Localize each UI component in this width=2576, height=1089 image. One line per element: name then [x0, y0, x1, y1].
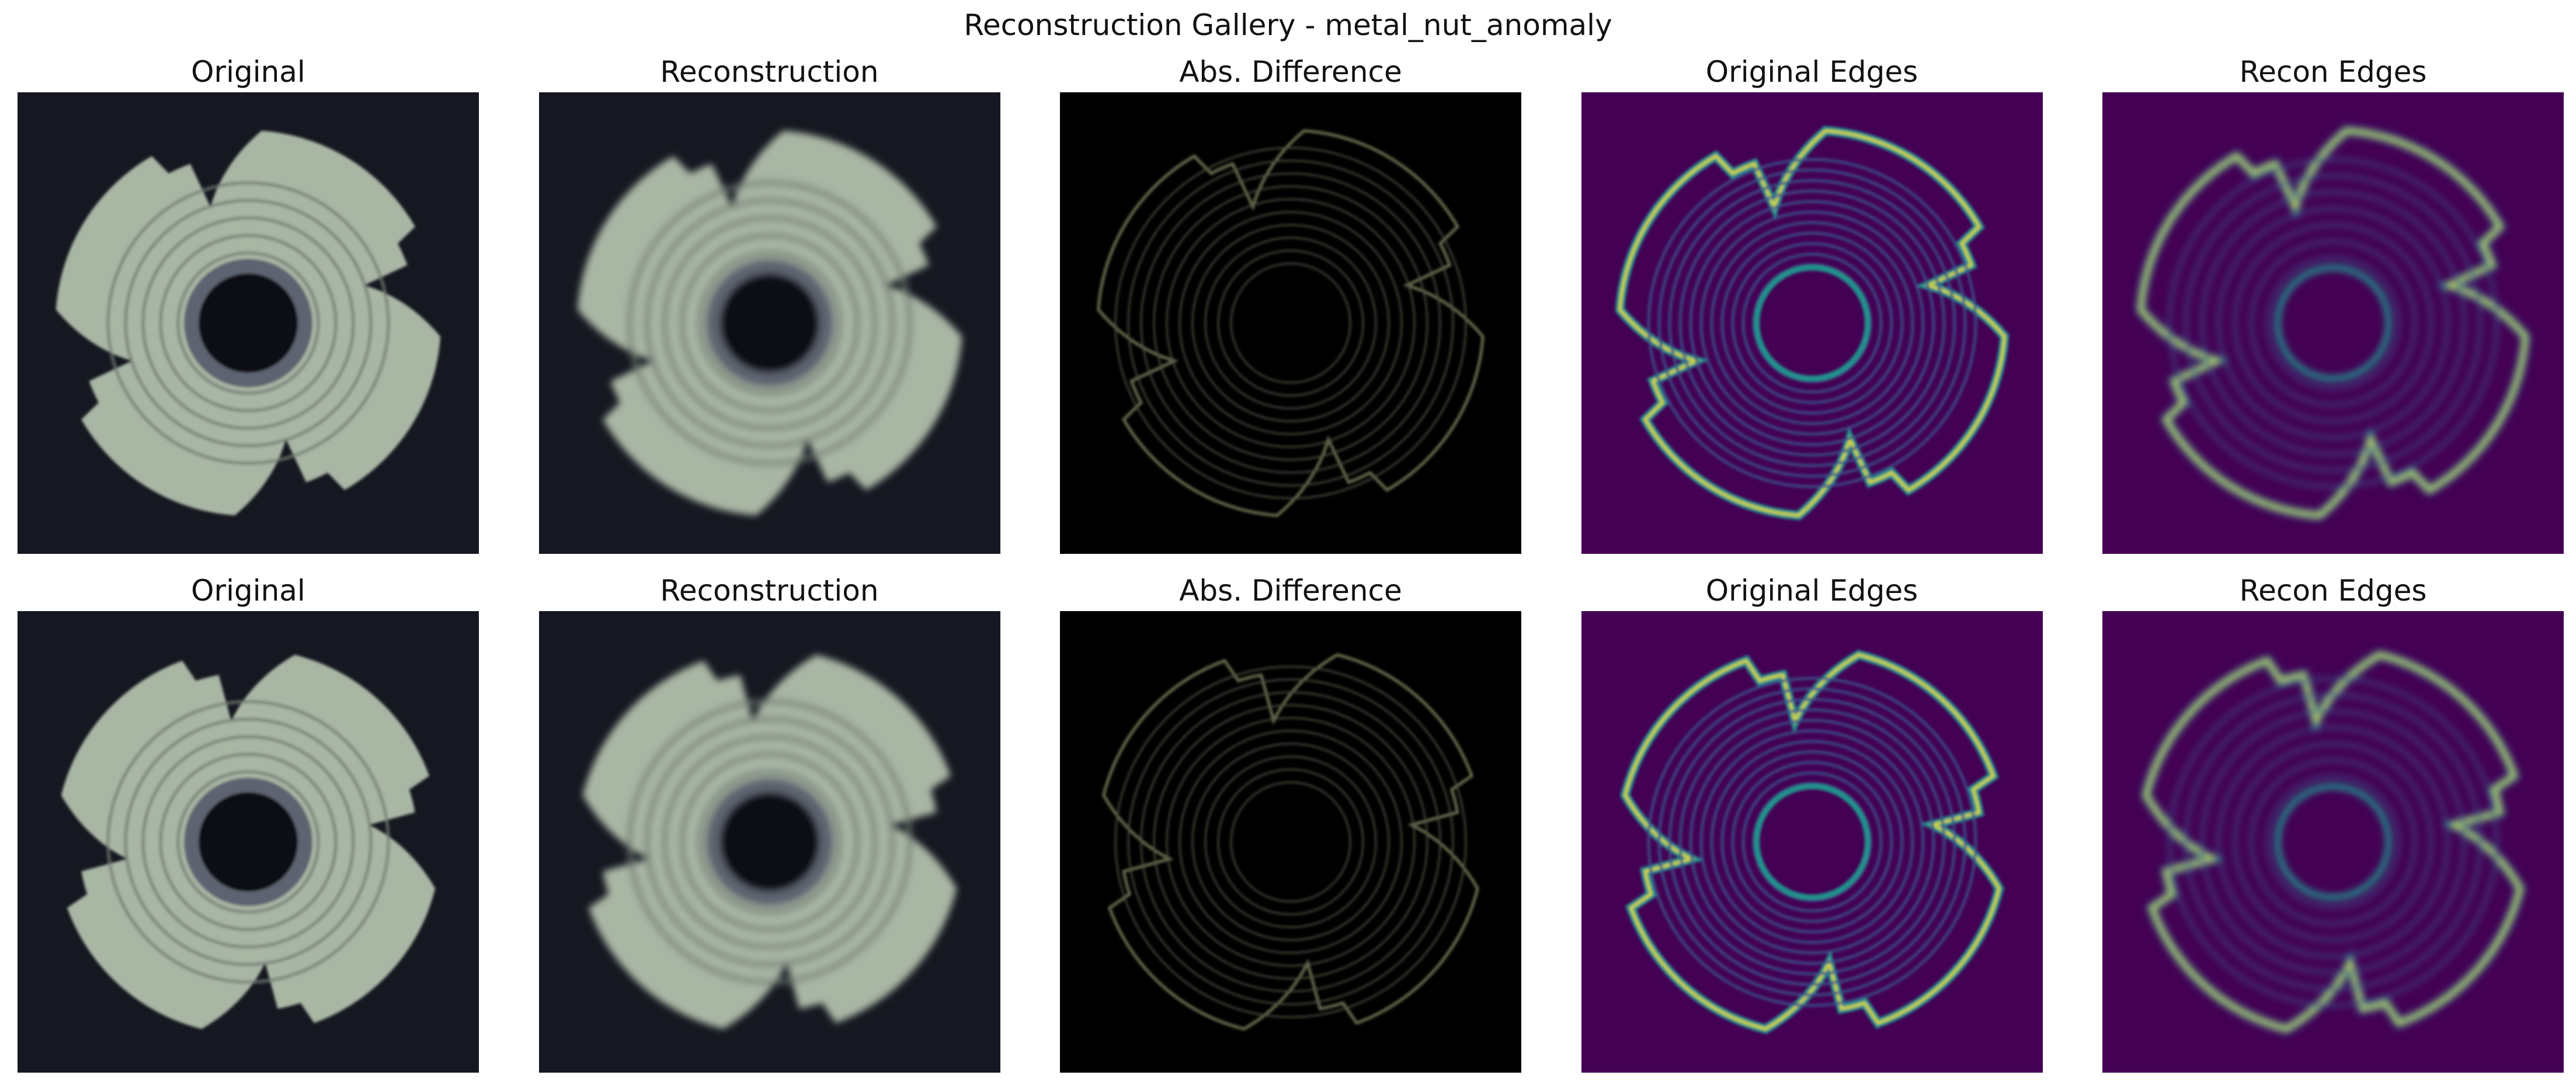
image-original-edges	[1581, 611, 2043, 1073]
image-recon-edges	[2102, 92, 2564, 554]
cell-recon-edges: Recon Edges	[2102, 570, 2564, 1073]
cell-reconstruction: Reconstruction	[538, 570, 1000, 1073]
figure-title: Reconstruction Gallery - metal_nut_anoma…	[964, 8, 1612, 42]
panel-title: Abs. Difference	[1179, 574, 1402, 608]
panel-title: Original Edges	[1705, 574, 1918, 608]
panel-title: Recon Edges	[2239, 574, 2427, 608]
cell-original-edges: Original Edges	[1581, 570, 2043, 1073]
image-reconstruction	[538, 611, 1000, 1073]
cell-original: Original	[18, 570, 479, 1073]
panel-title: Abs. Difference	[1179, 55, 1402, 89]
cell-original-edges: Original Edges	[1581, 51, 2043, 554]
image-original-edges	[1581, 92, 2043, 554]
cell-difference: Abs. Difference	[1060, 570, 1521, 1073]
image-reconstruction	[538, 92, 1000, 554]
image-abs-difference	[1060, 92, 1521, 554]
panel-title: Original Edges	[1705, 55, 1918, 89]
gallery-row-1: Original Reconstruction Abs. Difference …	[18, 51, 2564, 554]
panel-title: Original	[191, 55, 305, 89]
cell-original: Original	[18, 51, 479, 554]
panel-title: Original	[191, 574, 305, 608]
image-original	[18, 92, 479, 554]
cell-reconstruction: Reconstruction	[538, 51, 1000, 554]
image-recon-edges	[2102, 611, 2564, 1073]
panel-title: Recon Edges	[2239, 55, 2427, 89]
image-abs-difference	[1060, 611, 1521, 1073]
panel-title: Reconstruction	[660, 55, 879, 89]
gallery-grid: Original Reconstruction Abs. Difference …	[18, 51, 2564, 1089]
cell-difference: Abs. Difference	[1060, 51, 1521, 554]
panel-title: Reconstruction	[660, 574, 879, 608]
cell-recon-edges: Recon Edges	[2102, 51, 2564, 554]
gallery-row-2: Original Reconstruction Abs. Difference …	[18, 570, 2564, 1073]
image-original	[18, 611, 479, 1073]
